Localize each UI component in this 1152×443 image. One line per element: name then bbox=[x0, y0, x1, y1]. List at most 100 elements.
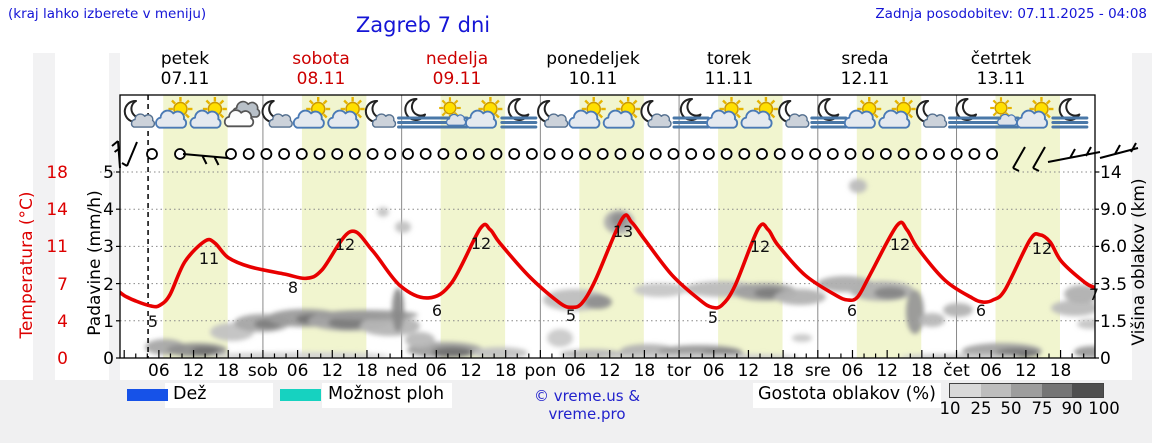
temp-tick-4: 4 bbox=[57, 311, 68, 332]
density-value-75: 75 bbox=[1031, 399, 1053, 418]
x-label-12: 12 bbox=[1015, 361, 1037, 381]
x-label-06: 06 bbox=[702, 361, 725, 381]
temperature-curve bbox=[120, 213, 1095, 310]
wind-barb-icon bbox=[1032, 146, 1046, 172]
weather-icon-moon-fog bbox=[810, 97, 848, 129]
precip-tick-3: 3 bbox=[103, 237, 114, 258]
temp-value-label: 13 bbox=[613, 222, 633, 241]
temp-value-label: 12 bbox=[471, 234, 491, 253]
weather-icon-sun-cloud bbox=[706, 97, 744, 129]
temp-tick-11: 11 bbox=[46, 237, 68, 258]
temp-value-label: 11 bbox=[199, 249, 219, 268]
density-value-90: 90 bbox=[1061, 399, 1083, 418]
weather-icon-moon-cloud bbox=[640, 99, 672, 128]
weather-icon-sun-cloud bbox=[1016, 97, 1054, 129]
wind-calm-icon bbox=[146, 148, 158, 160]
wind-calm-icon bbox=[756, 148, 768, 160]
wind-calm-icon bbox=[366, 148, 379, 160]
temp-value-label: 5 bbox=[148, 312, 158, 331]
day-name: petek bbox=[160, 49, 210, 69]
x-label-čet: čet bbox=[943, 361, 970, 381]
copyright-link[interactable]: © vreme.us & vreme.pro bbox=[533, 387, 641, 423]
weather-icon-moon-cloud bbox=[537, 99, 569, 128]
wind-calm-icon bbox=[295, 148, 308, 160]
wind-calm-icon bbox=[384, 148, 397, 160]
day-name: sobota bbox=[292, 49, 350, 69]
wind-calm-icon bbox=[933, 148, 945, 160]
cloudkm-tick-6.0: 6.0 bbox=[1100, 237, 1128, 258]
x-label-sob: sob bbox=[247, 361, 278, 381]
temp-tick-7: 7 bbox=[57, 274, 68, 295]
wind-calm-icon bbox=[402, 148, 414, 160]
day-header-četrtek: četrtek 13.11 bbox=[936, 49, 1066, 89]
wind-calm-icon bbox=[508, 148, 521, 160]
wind-barb-icon bbox=[1012, 146, 1026, 172]
temp-value-label: 12 bbox=[890, 235, 910, 254]
wind-calm-icon bbox=[791, 148, 804, 160]
cloudkm-tick-9.0: 9.0 bbox=[1100, 200, 1128, 221]
weather-icon-sun-cloud bbox=[740, 97, 778, 129]
weather-icon-sun-cloud bbox=[568, 97, 606, 129]
cloudkm-tick-14: 14 bbox=[1100, 163, 1122, 183]
temp-value-label: 6 bbox=[976, 301, 986, 320]
day-header-ponedeljek: ponedeljek 10.11 bbox=[528, 49, 658, 89]
x-label-18: 18 bbox=[1049, 361, 1072, 381]
weather-icon-clouds bbox=[223, 100, 261, 128]
page-title: Zagreb 7 dni bbox=[355, 13, 491, 37]
weather-icon-moon-cloud bbox=[778, 99, 810, 128]
wind-calm-icon bbox=[862, 148, 875, 160]
cloud-density-legend-box bbox=[753, 383, 941, 408]
x-label-12: 12 bbox=[876, 361, 898, 381]
density-swatch bbox=[1011, 384, 1042, 397]
wind-calm-icon bbox=[543, 148, 556, 160]
precip-tick-5: 5 bbox=[103, 163, 114, 183]
time-ticks bbox=[116, 171, 1099, 359]
density-swatch bbox=[950, 384, 981, 397]
daytime-band bbox=[163, 95, 228, 358]
x-label-18: 18 bbox=[494, 361, 517, 381]
weather-icon-moon-fog bbox=[397, 97, 435, 129]
day-name: nedelja bbox=[425, 49, 489, 69]
rain-legend-box bbox=[165, 383, 273, 408]
wind-calm-icon bbox=[614, 148, 627, 160]
wind-row bbox=[111, 140, 1139, 172]
showers-label: Možnost ploh bbox=[328, 384, 445, 404]
day-name: ponedeljek bbox=[546, 49, 640, 69]
x-label-18: 18 bbox=[356, 361, 378, 381]
wind-barb-icon bbox=[1047, 146, 1101, 163]
x-label-12: 12 bbox=[182, 361, 205, 381]
wind-calm-icon bbox=[278, 148, 291, 160]
weather-icon-sun-cloud bbox=[292, 97, 331, 129]
x-label-sre: sre bbox=[804, 361, 831, 381]
x-label-12: 12 bbox=[460, 361, 482, 381]
wind-calm-icon bbox=[490, 148, 503, 160]
cloud-cover-layer bbox=[145, 179, 1095, 358]
weather-icon-moon-cloud bbox=[261, 99, 293, 128]
cloud-density-scale bbox=[949, 383, 1104, 398]
x-label-06: 06 bbox=[148, 361, 170, 381]
density-swatch bbox=[1041, 384, 1073, 397]
wind-calm-icon bbox=[844, 148, 857, 160]
weather-icon-sun-fog bbox=[982, 97, 1020, 129]
rain-swatch bbox=[127, 389, 168, 401]
right-margin-strip bbox=[1132, 53, 1152, 443]
weather-icon-sun-cloud bbox=[327, 97, 365, 129]
x-label-06: 06 bbox=[425, 361, 448, 381]
temp-tick-0: 0 bbox=[57, 349, 68, 369]
showers-legend-box bbox=[322, 383, 452, 408]
weather-icon-sun-cloud bbox=[602, 97, 641, 129]
x-label-06: 06 bbox=[286, 361, 309, 381]
x-label-06: 06 bbox=[980, 361, 1002, 381]
precip-tick-1: 1 bbox=[103, 311, 114, 332]
wind-calm-icon bbox=[880, 148, 892, 160]
wind-calm-icon bbox=[667, 148, 680, 160]
wind-calm-icon bbox=[348, 148, 361, 160]
day-header-sreda: sreda 12.11 bbox=[800, 49, 930, 89]
x-label-06: 06 bbox=[841, 361, 864, 381]
day-header-petek: petek 07.11 bbox=[120, 49, 250, 89]
temp-value-label: 12 bbox=[750, 237, 770, 256]
left-margin-strip-1 bbox=[33, 53, 55, 443]
precip-tick-4: 4 bbox=[103, 200, 114, 221]
x-label-ned: ned bbox=[385, 361, 418, 381]
